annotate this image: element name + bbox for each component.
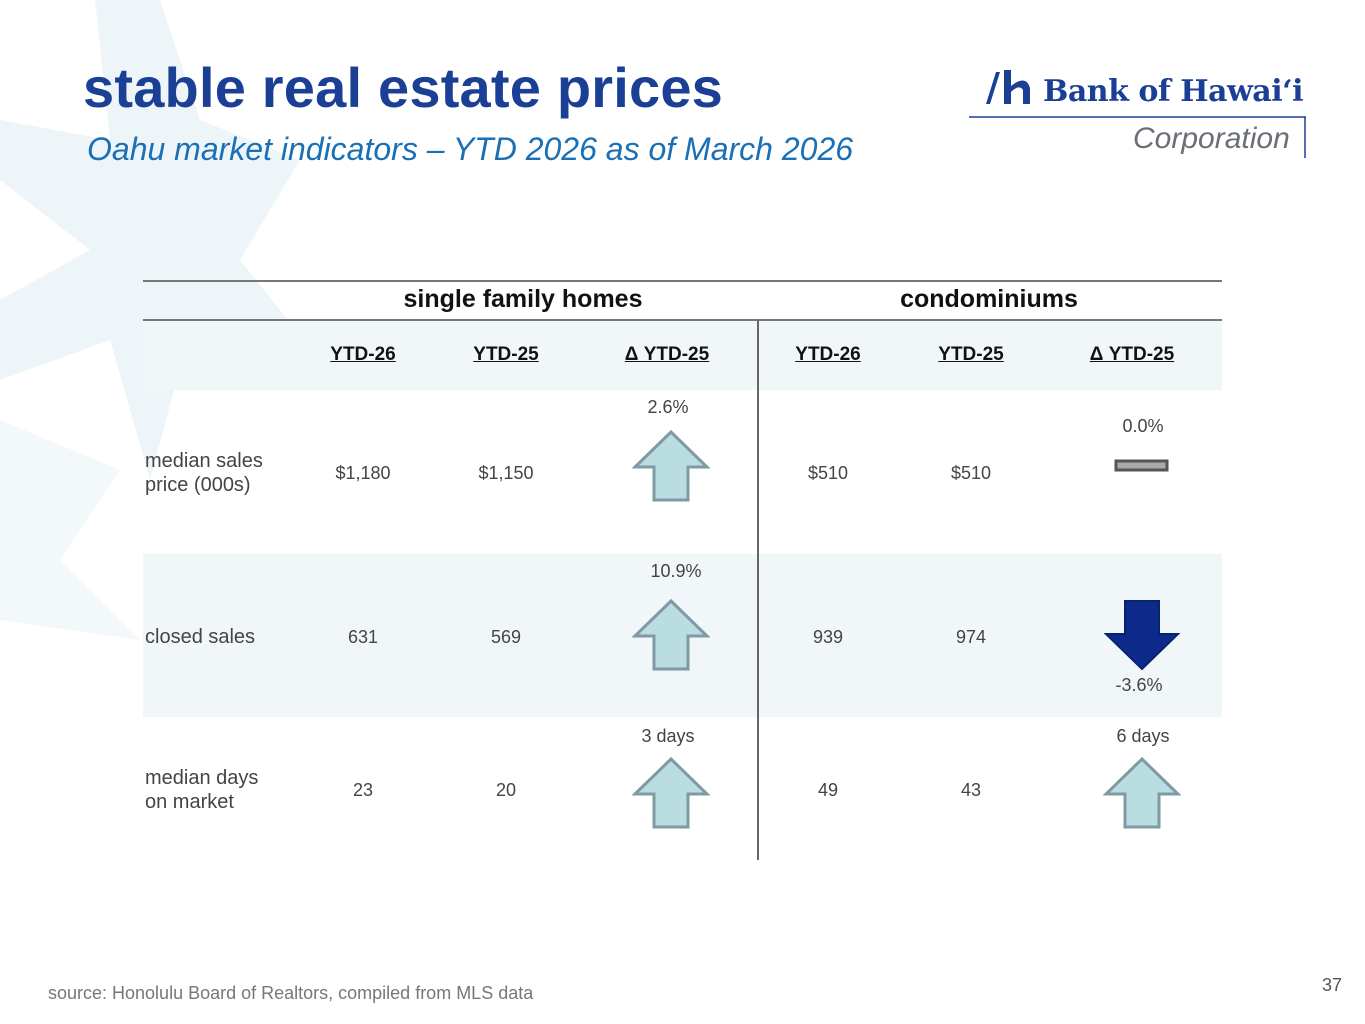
arrow-down-icon xyxy=(1103,600,1181,671)
col-header-sfh-change: Δ YTD-25 xyxy=(624,344,710,365)
background-star-graphic xyxy=(0,0,320,640)
logo-tagline: Corporation xyxy=(1133,122,1290,155)
cell-sfh-ytd25: $1,150 xyxy=(478,463,534,483)
arrow-up-icon xyxy=(632,598,710,671)
group-header-sfh: single family homes xyxy=(403,285,643,313)
market-indicators-table: single family homes condominiums YTD-26 … xyxy=(143,280,1222,860)
page-number: 37 xyxy=(1322,975,1343,995)
row-label-line: price (000s) xyxy=(145,474,251,496)
arrow-up-icon xyxy=(1103,756,1181,829)
cell-sfh-ytd25: 20 xyxy=(495,780,517,800)
cell-condo-change: 0.0% xyxy=(1122,416,1164,436)
row-label-line: closed sales xyxy=(145,626,256,648)
cell-condo-change: -3.6% xyxy=(1115,675,1163,695)
cell-sfh-change: 2.6% xyxy=(647,397,689,417)
flat-dash-icon xyxy=(1114,459,1169,472)
col-header-sfh-ytd25: YTD-25 xyxy=(473,344,539,365)
row-label-line: median days xyxy=(145,767,259,789)
bank-logo xyxy=(969,70,1306,158)
arrow-up-icon xyxy=(632,429,710,502)
row-label-median-price: median sales price (000s) xyxy=(145,449,263,497)
row-label-line: on market xyxy=(145,791,234,813)
header-band xyxy=(143,320,1222,390)
col-header-condo-change: Δ YTD-25 xyxy=(1089,344,1175,365)
page-title: stable real estate prices xyxy=(83,56,724,119)
cell-condo-ytd26: 49 xyxy=(817,780,839,800)
table-top-rule xyxy=(143,280,1222,282)
group-divider xyxy=(757,320,759,860)
cell-condo-ytd25: $510 xyxy=(950,463,992,483)
page-subtitle: Oahu market indicators – YTD 2026 as of … xyxy=(87,131,854,167)
cell-sfh-ytd26: 23 xyxy=(352,780,374,800)
row-label-closed-sales: closed sales xyxy=(145,625,255,649)
arrow-up-icon xyxy=(632,756,710,829)
cell-sfh-ytd26: 631 xyxy=(347,627,379,647)
row-label-days-on-market: median days on market xyxy=(145,766,258,814)
cell-condo-change: 6 days xyxy=(1116,726,1170,746)
cell-sfh-ytd26: $1,180 xyxy=(335,463,391,483)
source-note: source: Honolulu Board of Realtors, comp… xyxy=(48,983,534,1003)
cell-condo-ytd26: $510 xyxy=(807,463,849,483)
cell-condo-ytd26: 939 xyxy=(812,627,844,647)
cell-condo-ytd25: 43 xyxy=(960,780,982,800)
group-header-condo: condominiums xyxy=(900,285,1078,313)
table-header-rule xyxy=(143,319,1222,321)
col-header-condo-ytd25: YTD-25 xyxy=(938,344,1004,365)
cell-sfh-ytd25: 569 xyxy=(490,627,522,647)
cell-sfh-change: 10.9% xyxy=(650,561,702,581)
row-label-line: median sales xyxy=(145,450,263,472)
cell-sfh-change: 3 days xyxy=(641,726,695,746)
col-header-sfh-ytd26: YTD-26 xyxy=(330,344,396,365)
col-header-condo-ytd26: YTD-26 xyxy=(795,344,861,365)
logo-wordmark: Bank of Hawaiʻi xyxy=(1043,74,1303,109)
cell-condo-ytd25: 974 xyxy=(955,627,987,647)
